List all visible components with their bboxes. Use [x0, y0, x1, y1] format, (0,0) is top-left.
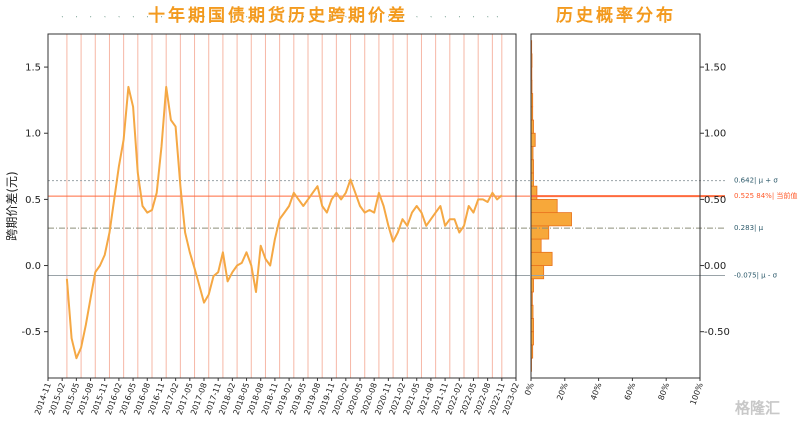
- histogram-bar: [530, 265, 545, 280]
- roll-marker-label: ·: [101, 14, 109, 20]
- roll-marker-label: ·: [257, 14, 265, 20]
- roll-marker-label: ·: [271, 14, 279, 20]
- roll-marker-label: ·: [172, 14, 180, 20]
- histogram-bar: [530, 198, 558, 214]
- reference-annotation: 0.283| μ: [734, 224, 764, 232]
- roll-marker-label: ·: [243, 14, 251, 20]
- plot-frame: [47, 33, 517, 379]
- roll-marker-label: ·: [342, 14, 350, 20]
- roll-marker-label: ·: [371, 14, 379, 20]
- y-tick-label: 1.00: [704, 129, 726, 140]
- x-tick-label: 0%: [523, 381, 536, 396]
- histogram-bar: [530, 212, 572, 227]
- histogram-title: 历史概率分布: [556, 6, 676, 26]
- y-tick-label: 1.5: [25, 63, 41, 74]
- histogram-frame: [530, 33, 701, 379]
- roll-marker-label: ·: [484, 14, 492, 20]
- x-tick-label: 80%: [657, 381, 672, 401]
- roll-marker-label: ·: [300, 14, 308, 20]
- x-tick-label: 60%: [623, 381, 638, 401]
- roll-marker-label: ·: [115, 14, 123, 20]
- y-tick-label: 0.0: [25, 261, 41, 272]
- y-tick-label: 1.50: [704, 63, 726, 74]
- roll-marker-label: ·: [442, 14, 450, 20]
- roll-marker-label: ·: [186, 14, 194, 20]
- roll-marker-label: ·: [413, 14, 421, 20]
- spread-series-line: [65, 85, 503, 360]
- histogram-bar: [530, 185, 538, 200]
- x-tick-label: 40%: [589, 381, 604, 401]
- histogram-bar: [530, 132, 536, 147]
- y-tick-label: 0.50: [704, 195, 726, 206]
- roll-marker-label: ·: [357, 14, 365, 20]
- watermark: 格隆汇: [734, 399, 780, 417]
- roll-marker-label: ·: [399, 14, 407, 20]
- x-tick-label: 20%: [555, 381, 570, 401]
- roll-marker-label: ·: [215, 14, 223, 20]
- roll-marker-label: ·: [229, 14, 237, 20]
- roll-marker-label: ·: [144, 14, 152, 20]
- y-tick-label: -0.5: [21, 327, 41, 338]
- reference-annotation: 0.525 84%| 当前值: [734, 191, 797, 200]
- roll-marker-label: ·: [158, 14, 166, 20]
- reference-annotation: 0.642| μ + σ: [734, 177, 778, 185]
- roll-marker-label: ·: [73, 14, 81, 20]
- roll-marker-label: ·: [87, 14, 95, 20]
- histogram-bar: [530, 238, 542, 253]
- main-chart-title: 十年期国债期货历史跨期价差: [148, 6, 408, 26]
- y-tick-label: 0.00: [704, 261, 726, 272]
- roll-marker-label: ·: [470, 14, 478, 20]
- y-axis-label: 跨期价差(元): [5, 171, 19, 240]
- roll-marker-label: ·: [328, 14, 336, 20]
- y-tick-label: 0.5: [25, 195, 41, 206]
- roll-marker-label: ·: [59, 14, 67, 20]
- roll-marker-label: ·: [385, 14, 393, 20]
- roll-marker-label: ·: [494, 14, 502, 20]
- roll-marker-label: ·: [201, 14, 209, 20]
- reference-annotation: -0.075| μ - σ: [734, 271, 778, 279]
- y-tick-label: 1.0: [25, 129, 41, 140]
- x-tick-label: 100%: [689, 381, 705, 406]
- roll-marker-label: ·: [286, 14, 294, 20]
- roll-marker-label: ·: [456, 14, 464, 20]
- y-tick-label: -0.50: [704, 327, 730, 338]
- histogram-panel: 0.642| μ + σ 0.525 84%| 当前值 0.283| μ -0.075…: [523, 33, 797, 406]
- spread-line-panel: · · · · · · · · · · · · · · · · · · · · · · · · · · · · · · · · -0.5 0.0 0…: [5, 14, 530, 416]
- roll-marker-label: ·: [130, 14, 138, 20]
- roll-marker-label: ·: [427, 14, 435, 20]
- histogram-bar: [530, 251, 553, 266]
- roll-marker-label: ·: [314, 14, 322, 20]
